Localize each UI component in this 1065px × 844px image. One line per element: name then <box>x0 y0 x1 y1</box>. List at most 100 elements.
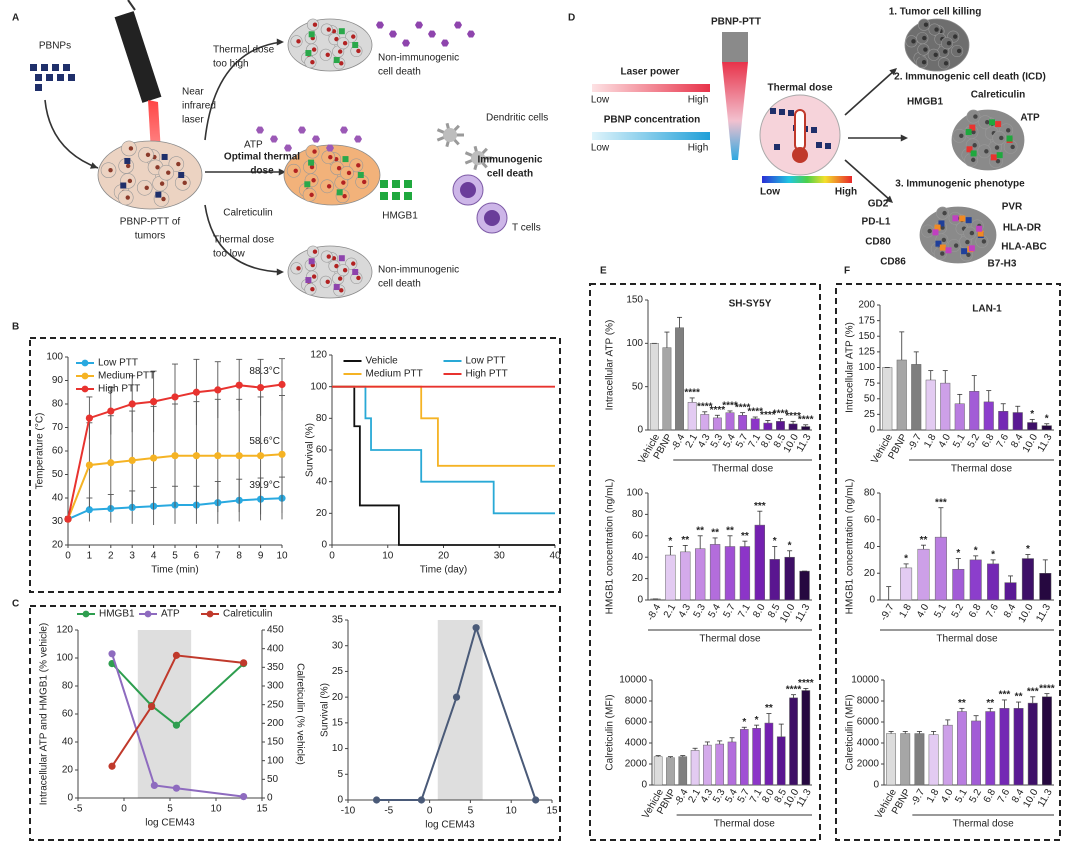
particle <box>1006 135 1013 142</box>
y2-tick-label: 50 <box>267 774 279 785</box>
y2-axis-label: Calreticulin (% vehicle) <box>294 663 305 765</box>
panel-label: B <box>12 322 19 333</box>
x-tick-label: 6 <box>194 551 200 562</box>
bar <box>896 359 907 431</box>
y-tick-label: 20 <box>332 692 344 703</box>
significance-label: **** <box>697 401 713 412</box>
nucleus <box>325 279 330 284</box>
diagram-label: Non-immunogenic <box>378 265 459 276</box>
y-axis-label: Survival (%) <box>305 423 316 477</box>
y-tick-label: 75 <box>864 378 876 389</box>
atp-dot <box>354 135 362 143</box>
diagram-label: Thermal dose <box>767 83 832 94</box>
significance-label: **** <box>785 411 801 422</box>
nucleus <box>159 181 165 186</box>
y-axis-label: Intracellular ATP (%) <box>845 322 856 413</box>
bar <box>928 734 939 786</box>
nucleus <box>911 39 916 44</box>
particle <box>965 129 972 136</box>
diagram-label: Dendritic cells <box>486 113 548 124</box>
bar <box>739 546 751 601</box>
y-tick-label: 60 <box>62 709 74 720</box>
nucleus <box>334 263 339 269</box>
nucleus <box>927 228 932 234</box>
particle <box>932 229 939 236</box>
diagram-label: High <box>688 95 709 106</box>
y-tick-label: 50 <box>864 393 876 404</box>
legend-marker <box>82 610 90 618</box>
y-tick-label: 0 <box>869 595 875 606</box>
nucleus <box>334 36 339 42</box>
point <box>85 414 93 422</box>
y-tick-label: 0 <box>869 425 875 436</box>
nucleus <box>127 178 133 184</box>
point <box>214 386 222 394</box>
nucleus <box>311 47 317 52</box>
nucleus <box>923 47 928 52</box>
significance-label: * <box>974 546 978 557</box>
bar <box>1027 702 1038 786</box>
nucleus <box>337 49 343 54</box>
nucleus <box>336 166 342 171</box>
x-tick-label: -5 <box>384 806 393 817</box>
x-axis-label: Thermal dose <box>953 819 1015 830</box>
nucleus <box>972 143 977 148</box>
y-tick-label: 6000 <box>857 717 880 728</box>
bar <box>678 756 688 786</box>
hmgb1-square <box>404 192 412 200</box>
significance-label: * <box>1045 413 1049 424</box>
significance-label: * <box>991 550 995 561</box>
significance-label: **** <box>798 414 814 425</box>
laser-cable <box>127 0 136 11</box>
bar <box>801 690 811 786</box>
bar <box>776 421 785 431</box>
y-tick-label: 60 <box>632 530 644 541</box>
diagram-label: GD2 <box>868 199 889 210</box>
nucleus <box>966 252 971 257</box>
nucleus <box>331 256 337 261</box>
arrow <box>204 204 283 273</box>
y-tick-label: 10000 <box>851 675 879 686</box>
nucleus <box>356 275 361 281</box>
significance-label: ** <box>1015 692 1023 703</box>
atp-dot <box>270 135 278 143</box>
pbnp <box>35 74 42 81</box>
annotation: 88.3°C <box>249 366 280 377</box>
y-tick-label: 20 <box>52 540 64 551</box>
nucleus <box>311 274 317 279</box>
x-tick-label: 2 <box>108 551 114 562</box>
particle <box>959 215 966 222</box>
bar <box>998 411 1009 431</box>
nucleus <box>296 266 301 271</box>
chart-title: LAN-1 <box>972 304 1002 315</box>
y2-tick-label: 250 <box>267 699 284 710</box>
significance-label: ** <box>958 698 966 709</box>
thermometer <box>794 109 806 151</box>
thermal-scale <box>762 176 852 183</box>
annotation: 58.6°C <box>249 436 280 447</box>
x-tick-label: 0 <box>427 806 433 817</box>
particle <box>968 245 975 252</box>
y-tick-label: 125 <box>858 347 875 358</box>
diagram-label: PBNP concentration <box>604 115 701 126</box>
legend-marker <box>81 372 89 380</box>
point <box>150 454 158 462</box>
device-cone <box>722 62 748 160</box>
y2-tick-label: 0 <box>267 793 273 804</box>
significance-label: **** <box>684 388 700 399</box>
point <box>107 459 115 467</box>
x-tick-label: 5 <box>172 551 178 562</box>
y-tick-label: 40 <box>316 476 328 487</box>
y2-tick-label: 400 <box>267 643 284 654</box>
diagram-label: Thermal dose <box>213 45 275 56</box>
y2-tick-label: 350 <box>267 662 284 673</box>
bar <box>971 720 982 786</box>
significance-label: * <box>742 717 746 728</box>
particle <box>308 159 315 166</box>
arrow-head <box>90 162 98 169</box>
y-tick-label: 100 <box>626 338 643 349</box>
particle <box>969 124 976 131</box>
arrow <box>204 41 283 141</box>
diagram-label: HMGB1 <box>382 211 418 222</box>
y-axis-label: Survival (%) <box>320 683 331 737</box>
